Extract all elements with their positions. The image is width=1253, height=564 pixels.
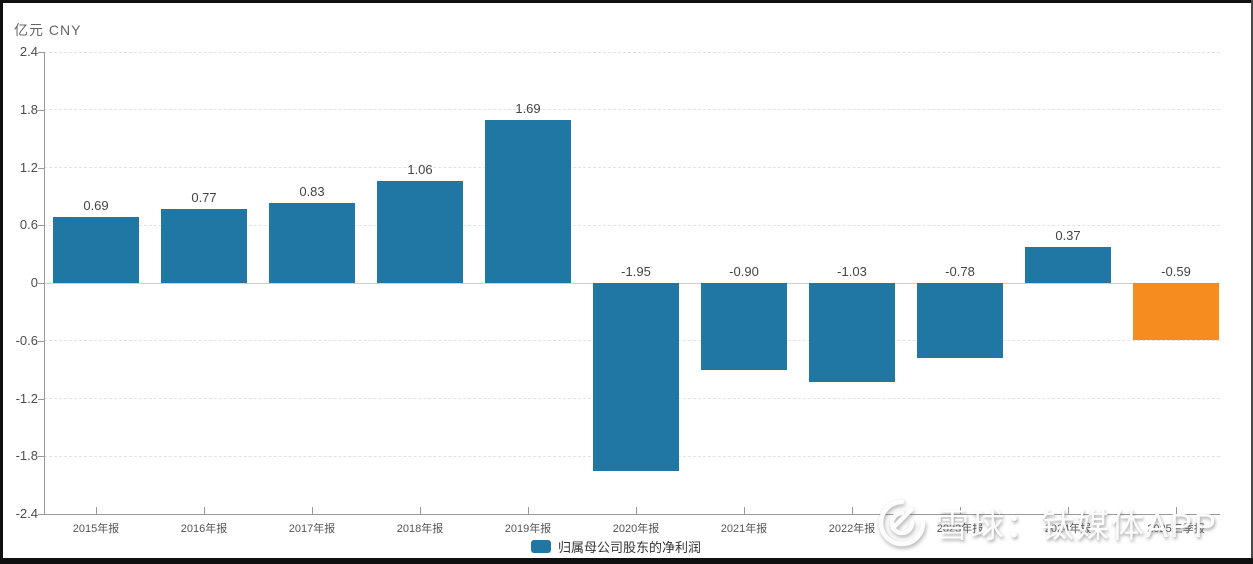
x-tick-label: 2019年报	[504, 523, 552, 535]
x-axis-tick	[204, 507, 205, 514]
x-tick-label: 2024年报	[1044, 523, 1092, 535]
y-tick-label: 0	[30, 275, 38, 290]
bar-2020年报[interactable]	[593, 283, 679, 471]
x-tick-label: 2023年报	[936, 523, 984, 535]
bar-value-label: 0.77	[191, 189, 217, 205]
x-axis-tick	[852, 507, 853, 514]
bar-value-label: 0.37	[1055, 228, 1081, 244]
bar-2015年报[interactable]	[53, 216, 139, 283]
x-axis-tick	[312, 507, 313, 514]
y-axis-line	[44, 52, 45, 514]
bar-2021年报[interactable]	[701, 283, 787, 370]
bar-2023年报[interactable]	[917, 283, 1003, 359]
bar-value-label: -0.90	[729, 264, 759, 279]
gridline	[44, 109, 1220, 111]
y-tick-label: -1.8	[15, 448, 38, 464]
x-tick-label: 2016年报	[180, 523, 228, 535]
bar-value-label: -0.59	[1161, 264, 1191, 279]
image-border-bottom	[0, 558, 1253, 564]
y-axis-tick	[38, 109, 44, 111]
bar-value-label: -1.03	[837, 264, 867, 279]
bar-value-label: -1.95	[621, 264, 651, 279]
bar-2019年报[interactable]	[485, 120, 571, 283]
y-axis-tick	[38, 456, 44, 458]
x-tick-label: 2025三季报	[1147, 523, 1205, 535]
y-axis-tick	[38, 52, 44, 53]
bar-2017年报[interactable]	[269, 203, 355, 283]
x-axis-tick	[1068, 507, 1069, 514]
x-axis-tick	[420, 507, 421, 514]
bar-value-label: 0.83	[299, 184, 325, 200]
gridline	[44, 51, 1220, 53]
x-axis-tick	[744, 507, 745, 514]
y-axis-tick	[38, 340, 44, 342]
y-tick-label: -2.4	[15, 506, 38, 521]
x-axis-tick	[528, 507, 529, 514]
x-tick-label: 2018年报	[396, 523, 444, 535]
y-axis-tick	[38, 283, 44, 284]
bar-value-label: 1.06	[407, 161, 433, 177]
bar-2016年报[interactable]	[161, 208, 247, 283]
y-tick-label: 0.6	[19, 217, 38, 233]
image-border-left	[0, 0, 3, 564]
bar-2018年报[interactable]	[377, 180, 463, 283]
gridline	[44, 167, 1220, 168]
bar-value-label: -0.78	[945, 264, 975, 279]
y-axis-tick	[38, 167, 44, 169]
bar-value-label: 0.69	[83, 197, 109, 213]
bar-value-label: 1.69	[515, 101, 541, 117]
x-tick-label: 2020年报	[612, 523, 660, 535]
y-tick-label: -1.2	[15, 390, 38, 406]
y-tick-label: 1.8	[19, 101, 38, 117]
y-axis-tick	[38, 514, 44, 515]
image-border-top	[0, 0, 1253, 3]
bar-2024年报[interactable]	[1025, 247, 1111, 283]
x-axis-tick	[960, 507, 961, 514]
legend-swatch	[531, 540, 551, 553]
bar-2025三季报[interactable]	[1133, 283, 1219, 340]
y-axis-unit-label: 亿元 CNY	[14, 22, 82, 38]
y-tick-label: -0.6	[15, 332, 38, 348]
image-border-right	[1251, 0, 1253, 564]
x-tick-label: 2017年报	[288, 523, 336, 535]
x-axis-tick	[1176, 507, 1177, 514]
y-axis-tick	[38, 398, 44, 400]
x-axis-line	[44, 514, 1220, 515]
x-tick-label: 2022年报	[828, 523, 876, 535]
legend-label: 归属母公司股东的净利润	[558, 540, 702, 555]
y-axis-tick	[38, 225, 44, 227]
x-axis-tick	[96, 507, 97, 514]
x-tick-label: 2015年报	[72, 523, 120, 535]
y-tick-label: 2.4	[19, 44, 38, 59]
gridline	[44, 224, 1220, 226]
legend-item-net-profit[interactable]: 归属母公司股东的净利润	[531, 537, 701, 556]
y-tick-label: 1.2	[19, 159, 38, 175]
bar-2022年报[interactable]	[809, 283, 895, 383]
x-axis-tick	[636, 507, 637, 514]
x-tick-label: 2021年报	[720, 523, 768, 535]
